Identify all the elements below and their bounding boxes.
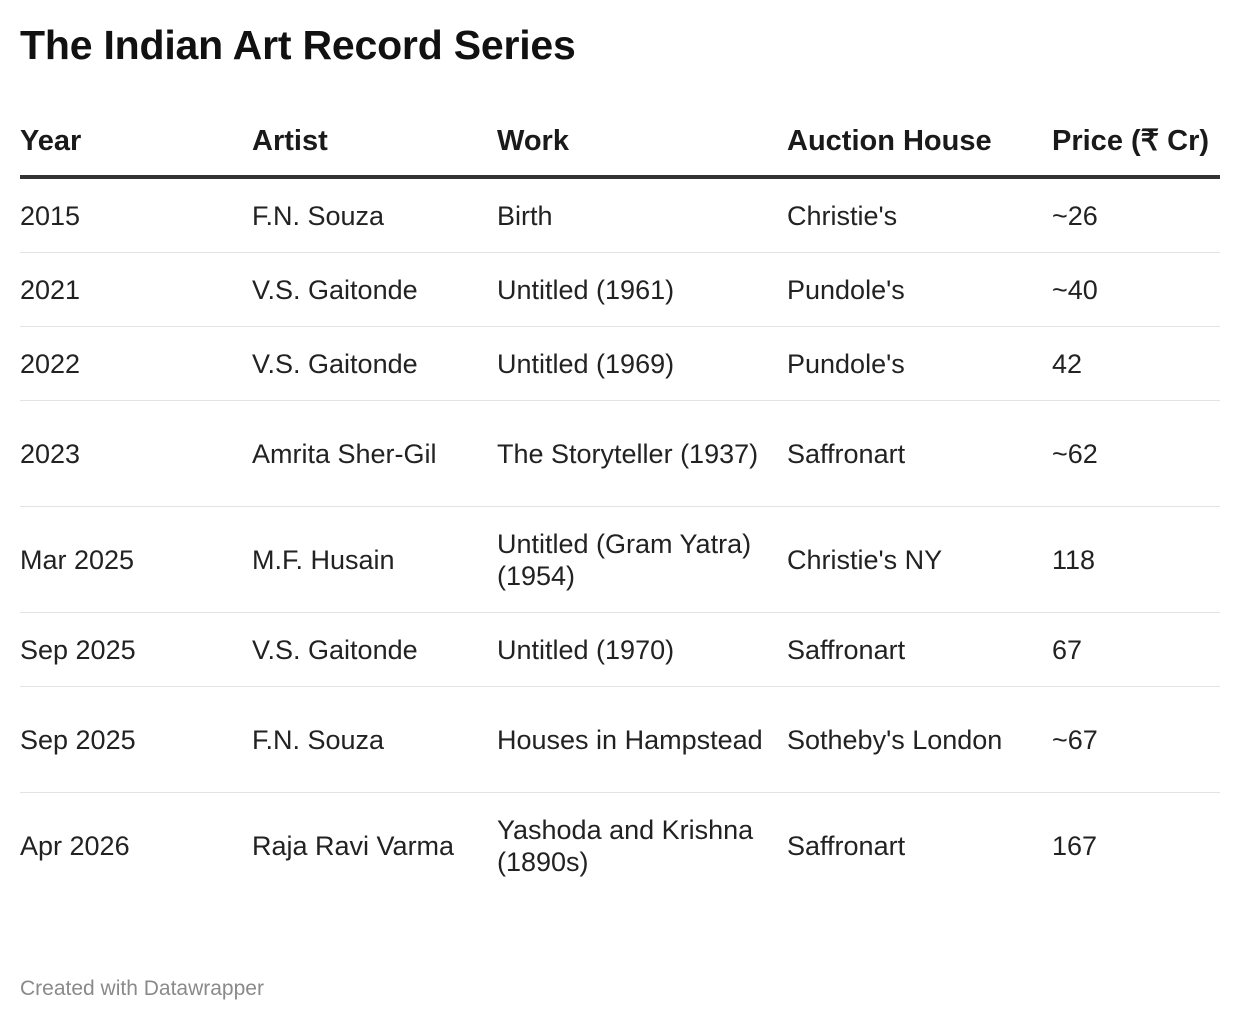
cell-work: Houses in Hampstead — [497, 686, 787, 793]
column-header-year[interactable]: Year — [20, 123, 252, 179]
cell-auction-house: Pundole's — [787, 252, 1052, 327]
table-row: 2023 Amrita Sher-Gil The Storyteller (19… — [20, 400, 1220, 507]
table-row: Sep 2025 V.S. Gaitonde Untitled (1970) S… — [20, 612, 1220, 687]
cell-price: ~62 — [1052, 400, 1220, 507]
cell-work: Untitled (1969) — [497, 326, 787, 401]
cell-artist: V.S. Gaitonde — [252, 612, 497, 687]
cell-work: Yashoda and Krishna (1890s) — [497, 814, 754, 877]
cell-auction-house: Saffronart — [787, 612, 1052, 687]
cell-work: Untitled (Gram Yatra) (1954) — [497, 506, 787, 613]
table-row: Apr 2026 Raja Ravi Varma Yashoda and Kri… — [20, 793, 1220, 899]
cell-auction-house: Pundole's — [787, 326, 1052, 401]
chart-title: The Indian Art Record Series — [20, 22, 576, 68]
cell-year: Sep 2025 — [20, 686, 252, 793]
attribution-footer[interactable]: Created with Datawrapper — [20, 977, 264, 1000]
table-row: 2015 F.N. Souza Birth Christie's ~26 — [20, 177, 1220, 253]
table-row: Mar 2025 M.F. Husain Untitled (Gram Yatr… — [20, 506, 1220, 613]
cell-price: 118 — [1052, 506, 1220, 613]
cell-artist: F.N. Souza — [252, 177, 497, 253]
cell-artist: Raja Ravi Varma — [252, 830, 455, 861]
cell-price: 167 — [1052, 830, 1098, 861]
cell-price: 42 — [1052, 326, 1220, 401]
table-row: 2022 V.S. Gaitonde Untitled (1969) Pundo… — [20, 326, 1220, 401]
cell-price: ~26 — [1052, 177, 1220, 253]
records-table: Year Artist Work Auction House Price (₹ … — [20, 123, 1220, 898]
table-header-row: Year Artist Work Auction House Price (₹ … — [20, 123, 1220, 179]
column-header-work[interactable]: Work — [497, 123, 787, 179]
cell-year: Sep 2025 — [20, 612, 252, 687]
cell-work: The Storyteller (1937) — [497, 400, 787, 507]
cell-artist: V.S. Gaitonde — [252, 252, 497, 327]
cell-work: Untitled (1970) — [497, 612, 787, 687]
cell-artist: M.F. Husain — [252, 506, 497, 613]
cell-year: Apr 2026 — [20, 830, 130, 861]
table-row: Sep 2025 F.N. Souza Houses in Hampstead … — [20, 686, 1220, 793]
column-header-price[interactable]: Price (₹ Cr) — [1052, 123, 1220, 179]
cell-year: Mar 2025 — [20, 506, 252, 613]
cell-auction-house: Saffronart — [787, 400, 1052, 507]
cell-year: 2021 — [20, 252, 252, 327]
table-row: 2021 V.S. Gaitonde Untitled (1961) Pundo… — [20, 252, 1220, 327]
column-header-artist[interactable]: Artist — [252, 123, 497, 179]
cell-auction-house: Christie's NY — [787, 506, 1052, 613]
cell-artist: F.N. Souza — [252, 686, 497, 793]
cell-auction-house: Saffronart — [787, 830, 906, 861]
column-header-auction-house[interactable]: Auction House — [787, 123, 1052, 179]
cell-artist: Amrita Sher-Gil — [252, 400, 497, 507]
cell-year: 2022 — [20, 326, 252, 401]
cell-price: 67 — [1052, 612, 1220, 687]
cell-artist: V.S. Gaitonde — [252, 326, 497, 401]
cell-price: ~67 — [1052, 686, 1220, 793]
cell-year: 2023 — [20, 400, 252, 507]
cell-work: Birth — [497, 177, 787, 253]
cell-price: ~40 — [1052, 252, 1220, 327]
cell-work: Untitled (1961) — [497, 252, 787, 327]
cell-auction-house: Christie's — [787, 177, 1052, 253]
cell-auction-house: Sotheby's London — [787, 686, 1052, 793]
cell-year: 2015 — [20, 177, 252, 253]
